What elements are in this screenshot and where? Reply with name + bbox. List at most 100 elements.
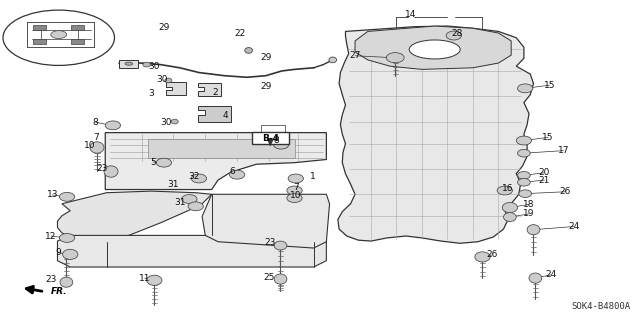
Text: 30: 30 — [160, 118, 172, 127]
Polygon shape — [198, 83, 221, 96]
Ellipse shape — [60, 277, 73, 287]
Ellipse shape — [51, 31, 67, 39]
Ellipse shape — [156, 158, 172, 167]
Text: 1: 1 — [310, 172, 316, 182]
Polygon shape — [105, 133, 326, 189]
Ellipse shape — [165, 78, 172, 83]
Ellipse shape — [287, 186, 302, 195]
Ellipse shape — [104, 166, 118, 177]
Text: 16: 16 — [502, 184, 514, 193]
Text: 20: 20 — [539, 168, 550, 177]
Text: 30: 30 — [156, 75, 168, 84]
Ellipse shape — [387, 53, 404, 63]
Ellipse shape — [245, 48, 252, 53]
Ellipse shape — [105, 121, 120, 130]
FancyBboxPatch shape — [252, 132, 289, 144]
Text: 26: 26 — [486, 250, 498, 259]
Text: SOK4-B4800A: SOK4-B4800A — [572, 302, 631, 311]
Ellipse shape — [90, 142, 104, 153]
Text: 29: 29 — [158, 23, 170, 32]
Text: 8: 8 — [274, 136, 280, 145]
Ellipse shape — [108, 122, 117, 127]
Ellipse shape — [60, 192, 75, 201]
Text: 6: 6 — [229, 167, 235, 176]
Text: 22: 22 — [235, 29, 246, 38]
Text: 17: 17 — [557, 146, 569, 155]
Ellipse shape — [191, 174, 207, 183]
Bar — [72, 39, 84, 44]
Ellipse shape — [274, 241, 287, 250]
Text: 12: 12 — [45, 232, 57, 241]
Text: 4: 4 — [223, 111, 228, 120]
Text: 13: 13 — [47, 190, 58, 199]
Ellipse shape — [188, 202, 204, 211]
Ellipse shape — [518, 84, 533, 93]
Text: 32: 32 — [188, 172, 200, 182]
Polygon shape — [148, 139, 294, 158]
Text: 29: 29 — [260, 53, 271, 62]
Polygon shape — [198, 106, 231, 122]
Text: 31: 31 — [174, 198, 186, 207]
Text: B-4: B-4 — [262, 134, 279, 143]
Ellipse shape — [60, 234, 75, 242]
Ellipse shape — [125, 62, 132, 65]
Text: 15: 15 — [542, 133, 554, 142]
Text: 10: 10 — [84, 141, 95, 150]
Text: 15: 15 — [543, 81, 555, 90]
Text: 25: 25 — [263, 273, 275, 282]
Ellipse shape — [518, 172, 531, 179]
Ellipse shape — [63, 249, 78, 259]
Ellipse shape — [519, 190, 532, 197]
Bar — [33, 39, 46, 44]
Text: 24: 24 — [568, 222, 579, 231]
Text: 5: 5 — [150, 158, 156, 167]
Text: 23: 23 — [45, 275, 57, 284]
Text: 14: 14 — [404, 10, 416, 19]
Ellipse shape — [518, 178, 531, 186]
Text: 30: 30 — [148, 62, 160, 71]
Ellipse shape — [504, 213, 516, 221]
Ellipse shape — [3, 10, 115, 65]
Text: 9: 9 — [56, 248, 61, 257]
Text: 31: 31 — [168, 180, 179, 189]
Polygon shape — [338, 26, 534, 243]
Polygon shape — [355, 26, 511, 69]
Ellipse shape — [288, 174, 303, 183]
Text: 28: 28 — [451, 28, 463, 38]
Polygon shape — [58, 191, 212, 242]
Text: 8: 8 — [93, 118, 99, 127]
Text: 19: 19 — [524, 209, 535, 219]
Text: 10: 10 — [290, 191, 301, 200]
Text: 18: 18 — [524, 200, 535, 209]
Ellipse shape — [230, 170, 245, 179]
Ellipse shape — [516, 136, 532, 145]
Ellipse shape — [329, 57, 337, 63]
Ellipse shape — [529, 273, 541, 283]
Ellipse shape — [273, 140, 289, 149]
Text: 26: 26 — [559, 187, 571, 196]
Ellipse shape — [274, 274, 287, 284]
Ellipse shape — [182, 195, 197, 204]
Text: 21: 21 — [539, 175, 550, 185]
Text: 23: 23 — [264, 238, 276, 247]
Text: FR.: FR. — [51, 287, 68, 296]
Text: 2: 2 — [212, 88, 218, 97]
Text: 24: 24 — [545, 271, 556, 279]
Ellipse shape — [147, 275, 162, 286]
Ellipse shape — [518, 149, 531, 157]
Ellipse shape — [497, 186, 513, 195]
Ellipse shape — [172, 119, 178, 124]
Bar — [33, 25, 46, 30]
Text: 27: 27 — [349, 51, 361, 60]
Ellipse shape — [527, 225, 540, 235]
Text: 7: 7 — [293, 183, 299, 192]
Text: 23: 23 — [97, 164, 108, 173]
Text: 3: 3 — [148, 89, 154, 98]
Text: 7: 7 — [93, 133, 99, 143]
Ellipse shape — [143, 62, 150, 67]
Polygon shape — [202, 194, 330, 248]
Bar — [72, 25, 84, 30]
Text: 29: 29 — [260, 82, 271, 91]
Polygon shape — [58, 235, 326, 267]
Ellipse shape — [475, 252, 490, 262]
